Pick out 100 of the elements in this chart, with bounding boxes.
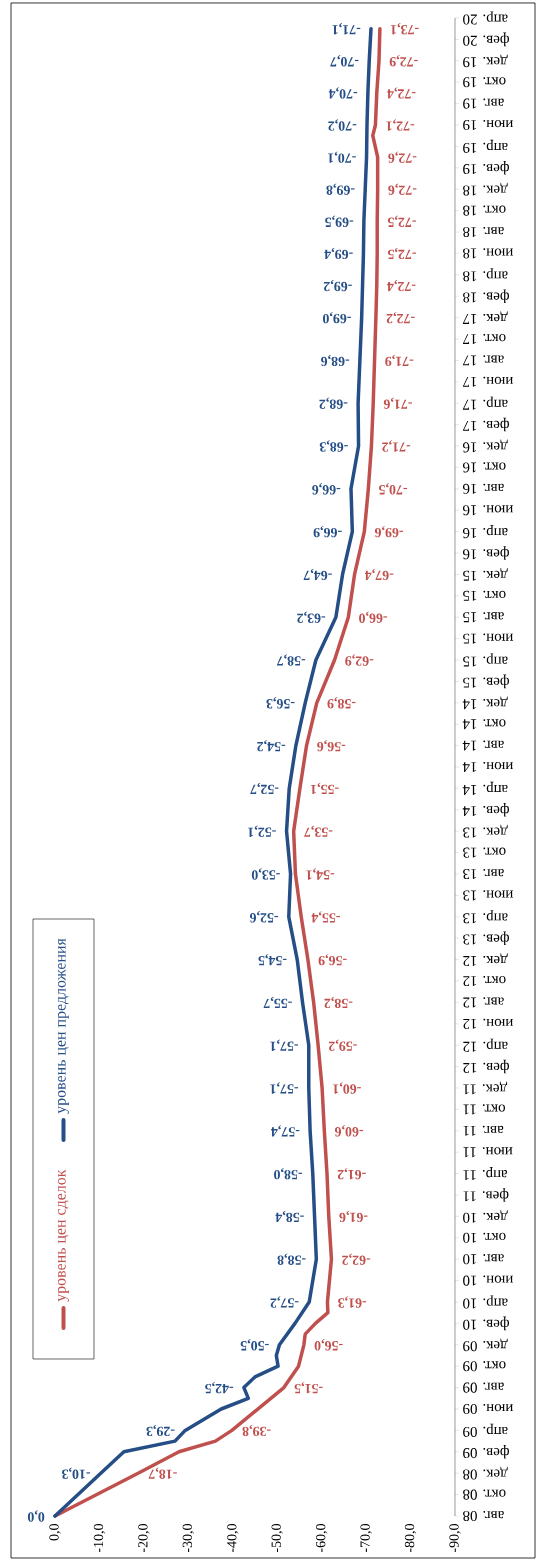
data-label: -72,1 xyxy=(386,119,415,131)
data-label: -71,2 xyxy=(382,440,411,452)
x-tick-label: -80,0 xyxy=(404,1524,417,1553)
y-tick-label: окт. 17 xyxy=(462,333,506,345)
data-label: -69,4 xyxy=(324,247,353,260)
y-tick-label: авг. 09 xyxy=(463,1382,504,1393)
data-label: -69,0 xyxy=(322,311,351,324)
data-label: -68,2 xyxy=(319,397,348,409)
data-label: -68,3 xyxy=(319,440,348,452)
data-label: 0,0 xyxy=(27,1510,45,1522)
y-tick-label: окт. 18 xyxy=(463,205,506,216)
data-label: -53,7 xyxy=(304,825,333,837)
data-label: -57,4 xyxy=(271,1125,300,1137)
data-label: -52,7 xyxy=(250,782,279,795)
y-tick-label: фев. 12 xyxy=(463,1059,509,1074)
y-tick-label: авг. 11 xyxy=(463,1125,504,1136)
data-label: -62,2 xyxy=(342,1253,371,1265)
data-label: -66,9 xyxy=(313,525,342,538)
data-label: -53,0 xyxy=(251,868,280,880)
data-label: -59,2 xyxy=(328,1039,357,1051)
y-tick-label: апр. 09 xyxy=(463,1423,508,1437)
data-label: -70,2 xyxy=(328,119,357,131)
data-label: -71,6 xyxy=(383,397,412,409)
data-label: -55,4 xyxy=(311,911,340,923)
data-label: -69,2 xyxy=(323,279,352,292)
y-tick-label: авг. 16 xyxy=(462,483,504,494)
data-label: -72,2 xyxy=(386,311,415,324)
y-tick-label: июн. 11 xyxy=(463,1147,513,1158)
y-tick-label: апр. 19 xyxy=(463,139,508,153)
y-tick-label: авг. 19 xyxy=(463,98,504,109)
data-label: -72,4 xyxy=(387,87,416,99)
y-tick-label: авг. 15 xyxy=(463,612,504,623)
data-label: -70,1 xyxy=(328,151,356,163)
data-label: -39,8 xyxy=(242,1424,271,1437)
data-label: -70,7 xyxy=(330,55,359,67)
data-label: -63,2 xyxy=(297,611,326,623)
y-tick-label: дек. 19 xyxy=(463,54,508,68)
y-tick-label: фев. 19 xyxy=(463,161,509,175)
y-tick-label: фев. 14 xyxy=(462,803,509,817)
data-label: -66,6 xyxy=(312,483,341,495)
y-tick-label: апр. 18 xyxy=(463,268,508,282)
y-tick-label: дек. 14 xyxy=(462,696,508,710)
data-label: -61,2 xyxy=(337,1167,366,1180)
data-label: -67,4 xyxy=(365,568,394,581)
y-tick-label: фев. 15 xyxy=(463,674,509,689)
y-tick-label: окт. 13 xyxy=(463,847,506,858)
data-label: -73,1 xyxy=(390,23,419,35)
data-label: -58,8 xyxy=(277,1253,306,1265)
y-tick-label: фев. 20 xyxy=(463,32,509,47)
y-tick-label: фев. 16 xyxy=(462,546,509,560)
y-tick-label: июн. 17 xyxy=(462,376,514,387)
data-label: -72,9 xyxy=(389,55,418,67)
data-label: -72,5 xyxy=(387,215,416,227)
y-tick-label: апр. 10 xyxy=(463,1295,508,1309)
y-tick-label: июн. 10 xyxy=(463,1275,514,1286)
data-label: -51,5 xyxy=(294,1381,323,1394)
data-label: -57,1 xyxy=(270,1039,299,1051)
y-tick-label: дек. 18 xyxy=(463,182,508,196)
y-tick-label: апр. 16 xyxy=(462,525,508,539)
y-tick-label: авг. 10 xyxy=(463,1254,504,1265)
data-label: -18,7 xyxy=(148,1467,177,1479)
y-tick-label: авг. 18 xyxy=(463,226,504,238)
data-label: -58,0 xyxy=(274,1167,303,1180)
y-tick-label: апр. 11 xyxy=(463,1167,507,1181)
y-tick-label: авг. 14 xyxy=(462,740,504,751)
data-label: -57,2 xyxy=(270,1296,299,1308)
y-tick-label: дек. 09 xyxy=(463,1338,508,1352)
y-tick-label: окт. 12 xyxy=(463,975,506,987)
x-tick-label: -90,0 xyxy=(449,1524,461,1553)
text: уровень цен предложения xyxy=(58,938,69,1114)
y-tick-label: авг. 17 xyxy=(462,355,504,366)
data-label: -64,7 xyxy=(303,568,332,581)
x-tick-label: 0,0 xyxy=(49,1524,61,1541)
y-tick-label: апр. 17 xyxy=(462,396,508,410)
y-tick-label: июн. 19 xyxy=(463,119,514,131)
y-tick-label: июн. 15 xyxy=(463,633,514,644)
data-label: -56,3 xyxy=(266,697,295,709)
y-tick-label: июн. 12 xyxy=(463,1018,514,1029)
y-tick-label: апр. 15 xyxy=(463,653,508,667)
y-tick-label: фев. 18 xyxy=(463,289,509,303)
y-tick-label: авг. 13 xyxy=(463,868,504,880)
y-tick-label: дек. 12 xyxy=(463,953,508,966)
y-tick-label: апр. 20 xyxy=(463,11,508,25)
data-label: -58,7 xyxy=(276,654,306,666)
x-tick-label: -70,0 xyxy=(360,1524,372,1553)
y-tick-label: апр. 12 xyxy=(463,1038,508,1052)
y-tick-label: окт. 15 xyxy=(463,590,506,601)
y-tick-label: июн. 13 xyxy=(463,890,514,901)
data-label: -69,6 xyxy=(374,525,404,538)
y-tick-label: дек. 13 xyxy=(463,824,508,838)
y-tick-label: июн. 18 xyxy=(463,248,514,259)
data-label: -71,9 xyxy=(385,354,414,367)
data-label: -61,6 xyxy=(339,1210,368,1223)
data-label: -72,5 xyxy=(387,247,416,260)
data-label: -55,7 xyxy=(263,996,292,1009)
y-tick-label: авг. 08 xyxy=(463,1510,504,1522)
text: уровень цен сделок xyxy=(58,1169,69,1302)
data-label: -69,8 xyxy=(326,183,355,195)
data-label: -58,2 xyxy=(324,996,353,1009)
y-tick-label: апр. 13 xyxy=(463,910,508,924)
